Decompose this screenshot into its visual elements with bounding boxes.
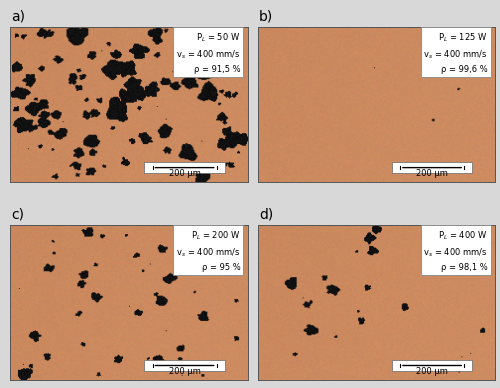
Text: b): b) [259,9,273,23]
Text: c): c) [12,207,24,221]
Text: P$_L$ = 125 W
v$_s$ = 400 mm/s
ρ = 99,6 %: P$_L$ = 125 W v$_s$ = 400 mm/s ρ = 99,6 … [424,32,488,74]
FancyBboxPatch shape [144,360,225,371]
Text: d): d) [259,207,273,221]
Text: 200 μm: 200 μm [416,367,448,376]
FancyBboxPatch shape [392,162,472,173]
Text: 200 μm: 200 μm [168,367,200,376]
Text: 200 μm: 200 μm [168,169,200,178]
Text: P$_L$ = 200 W
v$_s$ = 400 mm/s
ρ = 95 %: P$_L$ = 200 W v$_s$ = 400 mm/s ρ = 95 % [176,230,240,272]
Text: 200 μm: 200 μm [416,169,448,178]
Text: P$_L$ = 50 W
v$_s$ = 400 mm/s
ρ = 91,5 %: P$_L$ = 50 W v$_s$ = 400 mm/s ρ = 91,5 % [176,32,240,74]
FancyBboxPatch shape [144,162,225,173]
FancyBboxPatch shape [392,360,472,371]
Text: a): a) [12,9,26,23]
Text: P$_L$ = 400 W
v$_s$ = 400 mm/s
ρ = 98,1 %: P$_L$ = 400 W v$_s$ = 400 mm/s ρ = 98,1 … [424,230,488,272]
